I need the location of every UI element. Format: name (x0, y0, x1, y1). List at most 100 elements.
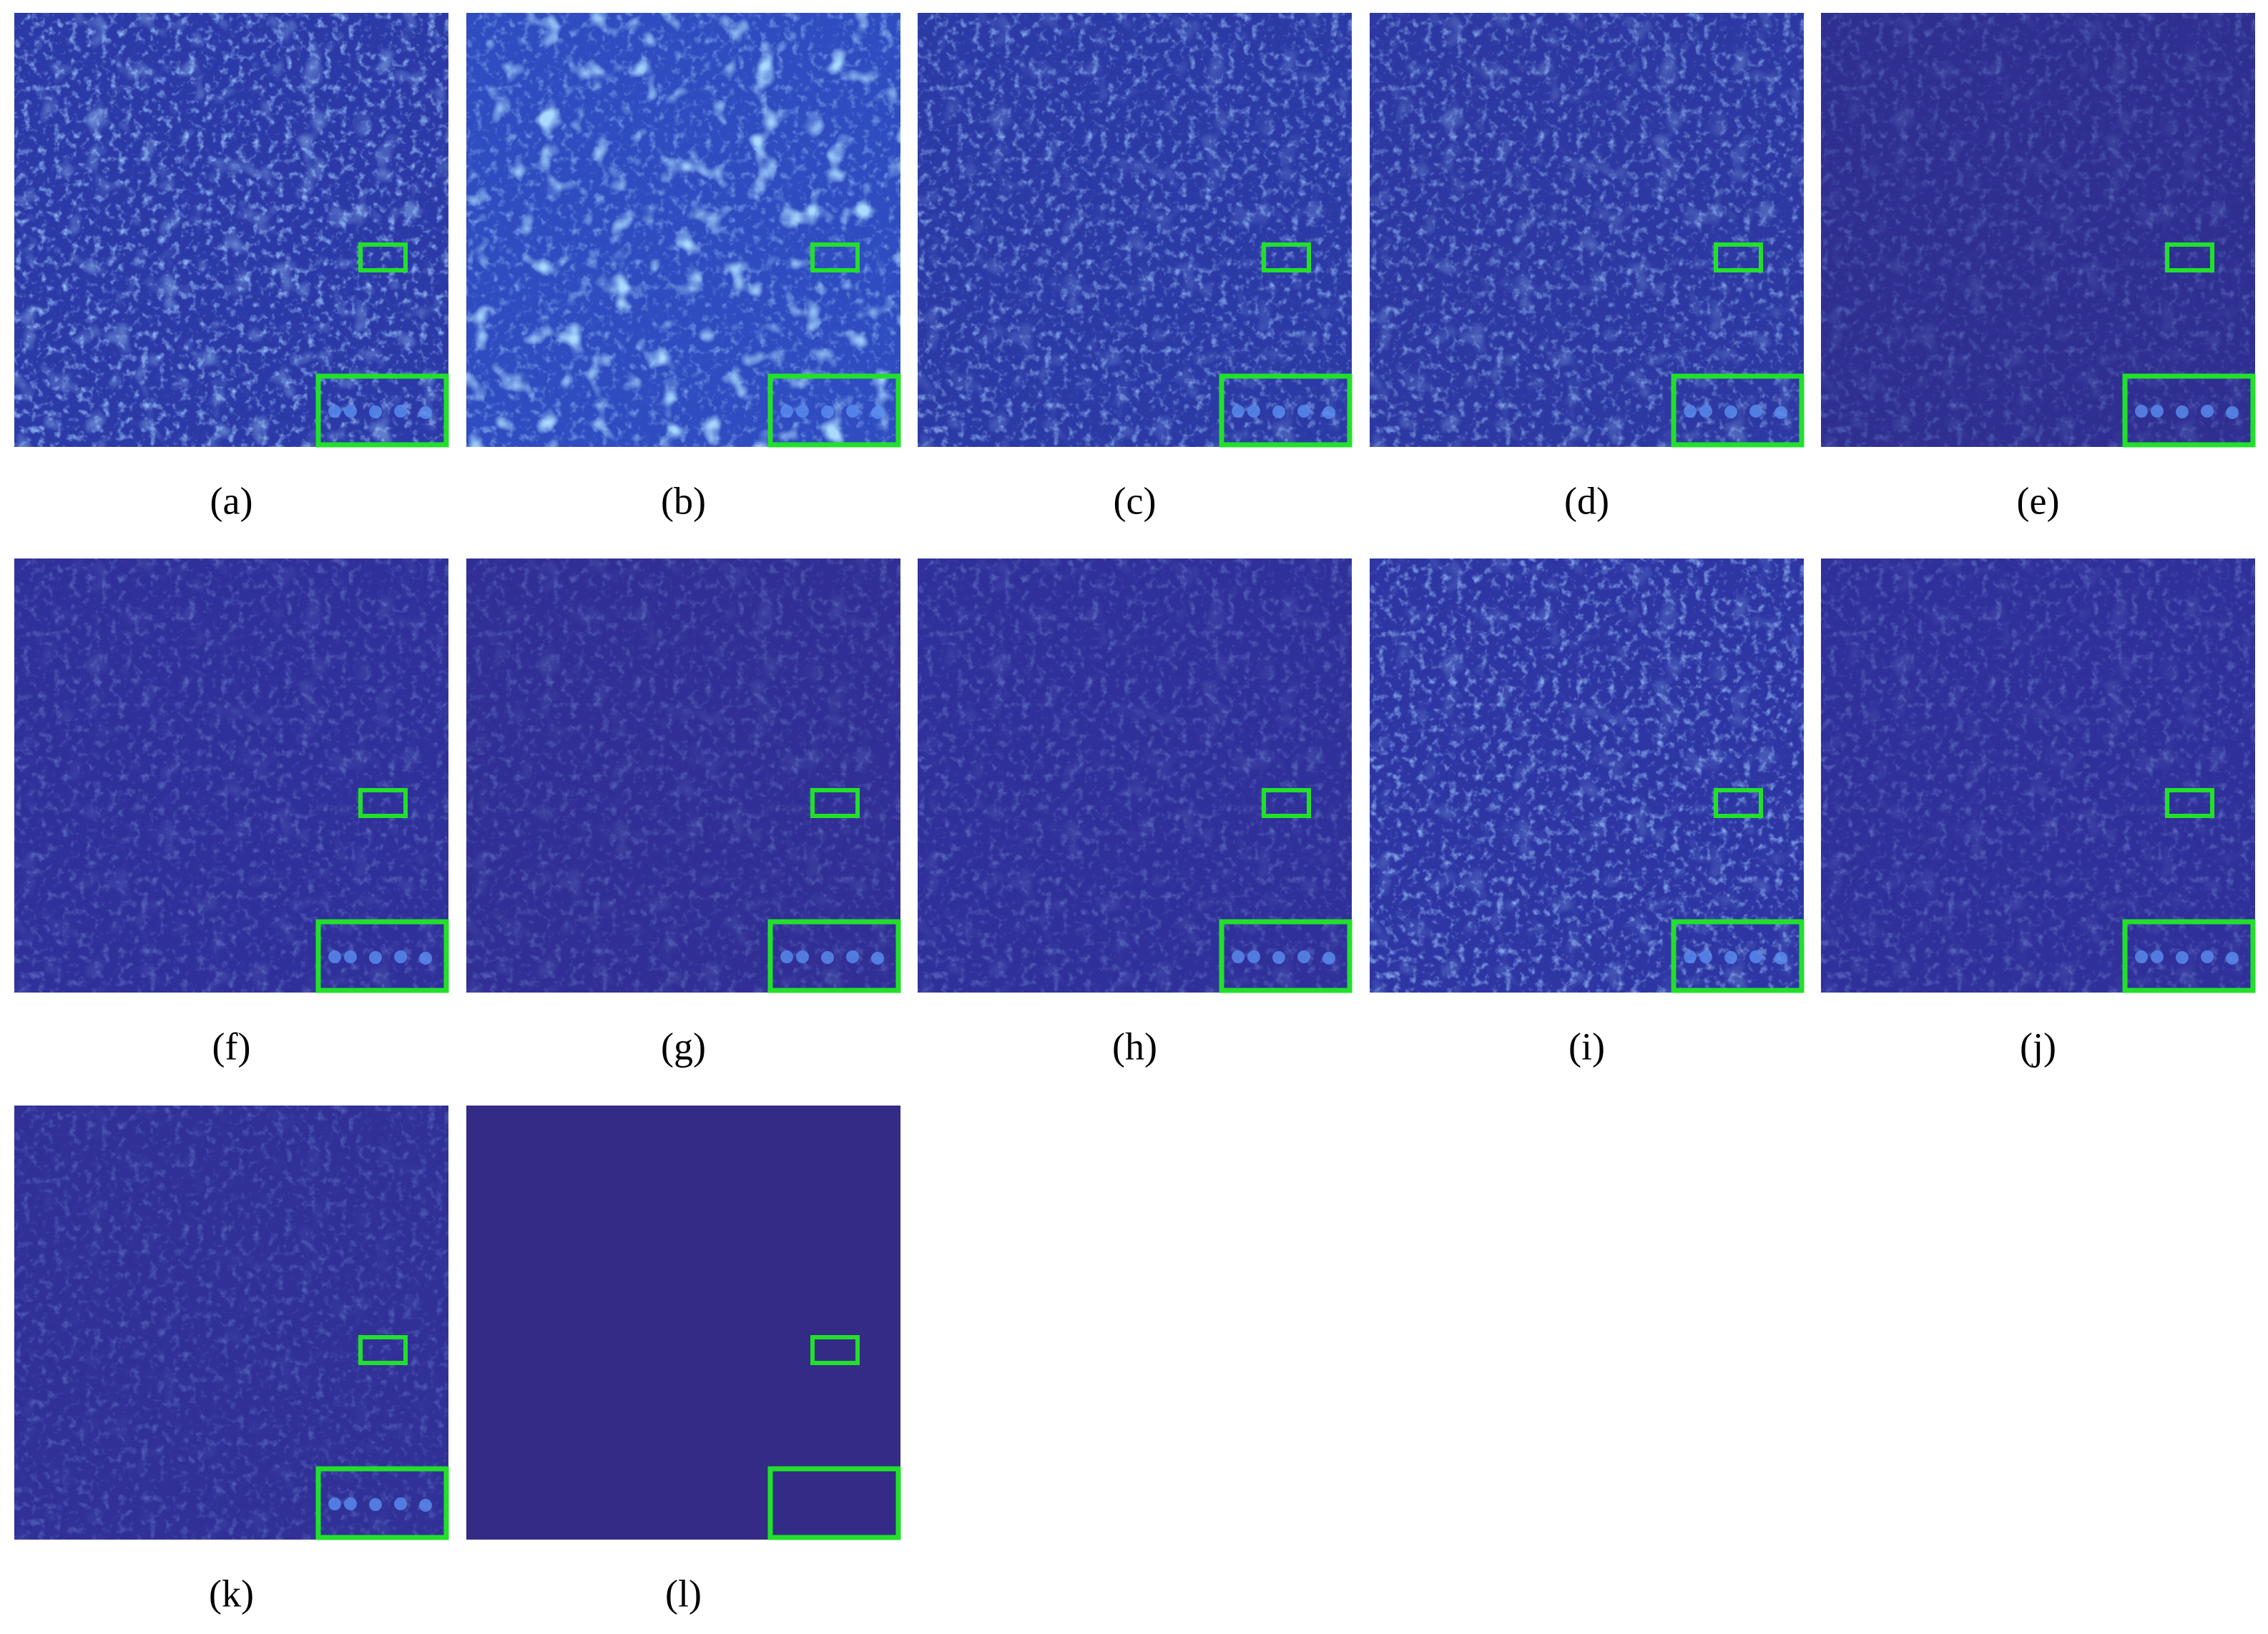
zoom-inset-box (1671, 373, 1805, 448)
zoom-detail (344, 1497, 357, 1510)
zoom-detail (2226, 952, 2239, 965)
panel-label: (h) (1112, 1025, 1157, 1068)
panel (14, 13, 449, 448)
panel-label: (c) (1114, 479, 1157, 522)
zoom-detail (871, 952, 884, 965)
panel (14, 558, 449, 993)
zoom-detail (1684, 950, 1697, 963)
panel (1370, 13, 1805, 448)
zoom-detail (1247, 950, 1260, 963)
zoom-inset-box (1219, 919, 1353, 993)
zoom-detail (1774, 406, 1787, 419)
zoom-detail (1724, 405, 1737, 418)
panel (1370, 558, 1805, 993)
zoom-inset-box (1671, 919, 1805, 993)
zoom-detail (328, 1497, 341, 1510)
zoom-detail (2135, 950, 2148, 963)
zoom-detail (394, 1497, 407, 1510)
zoom-detail (1232, 950, 1245, 963)
zoom-detail (871, 406, 884, 419)
zoom-detail (821, 405, 834, 418)
zoom-inset-box (315, 373, 449, 448)
zoom-inset-box (767, 1466, 901, 1540)
zoom-detail (1247, 405, 1260, 418)
zoom-detail (1232, 405, 1245, 418)
roi-box (1714, 242, 1763, 272)
zoom-detail (344, 405, 357, 418)
roi-box (358, 788, 408, 818)
panel (1821, 558, 2256, 993)
zoom-detail (2201, 405, 2214, 418)
zoom-inset-box (2122, 919, 2256, 993)
panel-label: (g) (661, 1025, 706, 1068)
zoom-detail (1699, 405, 1712, 418)
zoom-detail (1749, 950, 1762, 963)
error-blobs (918, 558, 1352, 993)
panel (918, 558, 1353, 993)
zoom-inset-box (767, 373, 901, 448)
panel (466, 558, 901, 993)
error-blobs (466, 558, 900, 993)
panel (918, 13, 1353, 448)
zoom-detail (1684, 405, 1697, 418)
zoom-detail (2151, 405, 2164, 418)
error-map (466, 1106, 900, 1540)
roi-box (358, 1335, 408, 1365)
error-blobs (1821, 13, 2255, 447)
zoom-detail (1297, 405, 1310, 418)
zoom-detail (1774, 952, 1787, 965)
panel-label: (b) (661, 479, 706, 522)
panel (466, 1106, 901, 1540)
roi-box (2165, 788, 2214, 818)
panel-label: (e) (2017, 479, 2060, 522)
roi-box (1262, 242, 1311, 272)
panel-label: (f) (212, 1025, 251, 1068)
zoom-detail (780, 950, 793, 963)
roi-box (2165, 242, 2214, 272)
zoom-detail (394, 405, 407, 418)
zoom-detail (2135, 405, 2148, 418)
error-blobs (1370, 558, 1804, 993)
roi-box (1262, 788, 1311, 818)
error-blobs (918, 13, 1352, 447)
panel (466, 13, 901, 448)
zoom-inset-box (1219, 373, 1353, 448)
zoom-detail (780, 405, 793, 418)
zoom-detail (821, 951, 834, 964)
zoom-detail (846, 405, 859, 418)
panel-label: (l) (665, 1572, 702, 1615)
panel-label: (d) (1564, 479, 1609, 522)
zoom-inset-box (315, 919, 449, 993)
zoom-detail (328, 950, 341, 963)
panel-label: (i) (1569, 1025, 1605, 1068)
zoom-detail (1272, 405, 1285, 418)
zoom-detail (419, 1499, 432, 1512)
zoom-detail (1297, 950, 1310, 963)
panel-label: (j) (2020, 1025, 2056, 1068)
error-blobs (14, 1106, 448, 1540)
error-blobs (1370, 13, 1804, 447)
roi-box (810, 242, 860, 272)
error-blobs (1821, 558, 2255, 993)
zoom-inset-box (2122, 373, 2256, 448)
zoom-detail (2151, 950, 2164, 963)
zoom-detail (846, 950, 859, 963)
zoom-detail (369, 405, 382, 418)
roi-box (810, 1335, 860, 1365)
zoom-detail (394, 950, 407, 963)
panel-label: (a) (210, 479, 253, 522)
panel (14, 1106, 449, 1540)
error-blobs (14, 13, 448, 447)
error-blobs (466, 13, 900, 447)
zoom-detail (369, 1498, 382, 1511)
zoom-detail (344, 950, 357, 963)
panel (1821, 13, 2256, 448)
zoom-detail (1272, 951, 1285, 964)
zoom-detail (796, 950, 809, 963)
zoom-detail (1322, 406, 1335, 419)
zoom-detail (796, 405, 809, 418)
zoom-inset-box (767, 919, 901, 993)
zoom-detail (328, 405, 341, 418)
roi-box (1714, 788, 1763, 818)
zoom-detail (2226, 406, 2239, 419)
